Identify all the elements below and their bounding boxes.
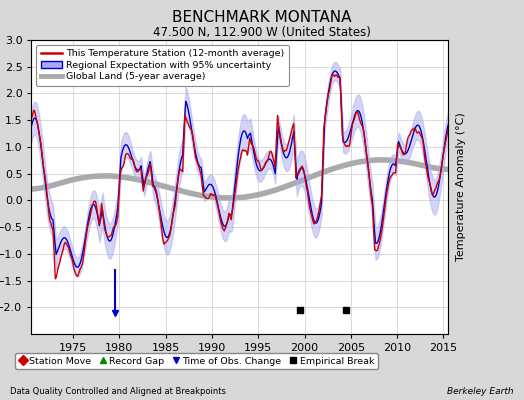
Text: Berkeley Earth: Berkeley Earth: [447, 387, 514, 396]
Legend: This Temperature Station (12-month average), Regional Expectation with 95% uncer: This Temperature Station (12-month avera…: [36, 45, 289, 86]
Text: 47.500 N, 112.900 W (United States): 47.500 N, 112.900 W (United States): [153, 26, 371, 39]
Legend: Station Move, Record Gap, Time of Obs. Change, Empirical Break: Station Move, Record Gap, Time of Obs. C…: [15, 353, 378, 369]
Text: BENCHMARK MONTANA: BENCHMARK MONTANA: [172, 10, 352, 25]
Text: Data Quality Controlled and Aligned at Breakpoints: Data Quality Controlled and Aligned at B…: [10, 387, 226, 396]
Y-axis label: Temperature Anomaly (°C): Temperature Anomaly (°C): [456, 113, 466, 261]
